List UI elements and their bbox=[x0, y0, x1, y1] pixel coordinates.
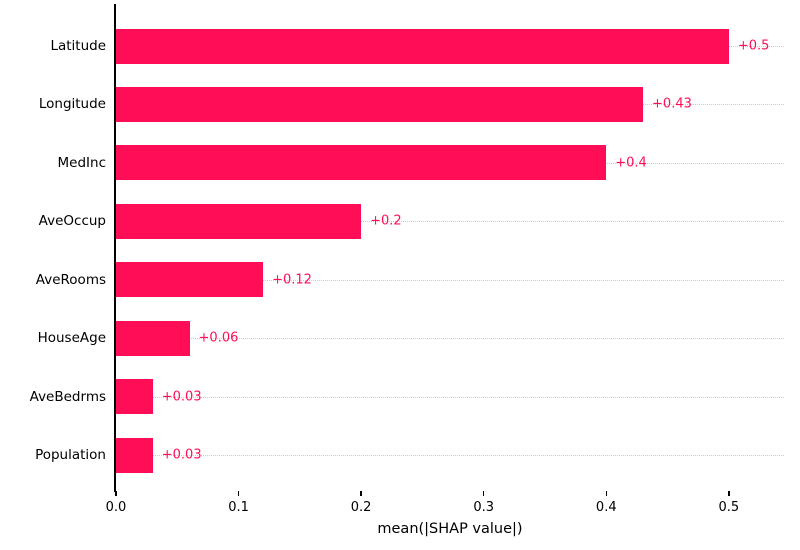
bar bbox=[116, 320, 190, 356]
x-tick-mark bbox=[728, 491, 730, 496]
bar bbox=[116, 28, 729, 64]
bar-value-label: +0.06 bbox=[198, 330, 239, 346]
bar bbox=[116, 262, 264, 298]
x-tick-label: 0.1 bbox=[228, 500, 249, 515]
y-tick-label: Longitude bbox=[38, 96, 106, 113]
bar-value-label: +0.5 bbox=[737, 38, 770, 54]
bar-value-label: +0.43 bbox=[652, 96, 692, 112]
y-tick-label: MedInc bbox=[57, 154, 106, 171]
x-tick-label: 0.2 bbox=[350, 500, 372, 515]
bar-value-label: +0.4 bbox=[615, 155, 647, 171]
x-axis-label: mean(|SHAP value|) bbox=[377, 521, 523, 537]
bar bbox=[116, 86, 644, 122]
bar bbox=[116, 203, 362, 239]
bar bbox=[116, 379, 153, 415]
x-tick-mark bbox=[360, 491, 362, 496]
bar-value-label: +0.03 bbox=[161, 389, 202, 405]
x-tick-mark bbox=[237, 491, 240, 496]
x-tick-mark bbox=[115, 491, 117, 496]
gridline bbox=[116, 455, 784, 456]
bar-value-label: +0.12 bbox=[272, 272, 312, 288]
x-tick-label: 0.0 bbox=[105, 500, 127, 515]
bar-value-label: +0.03 bbox=[161, 447, 202, 463]
y-tick-label: Population bbox=[35, 447, 106, 463]
x-tick-label: 0.5 bbox=[718, 500, 740, 515]
x-tick-label: 0.4 bbox=[595, 500, 617, 515]
bar-value-label: +0.2 bbox=[370, 213, 402, 229]
plot-area: +0.5 +0.43 +0.4 +0.2 +0.12 +0.06 +0.03 +0.03 0.0… bbox=[106, 5, 784, 515]
gridline bbox=[116, 396, 784, 398]
bar bbox=[116, 437, 153, 473]
y-tick-label: AveRooms bbox=[35, 271, 106, 288]
y-tick-label: AveBedrms bbox=[29, 388, 106, 405]
gridline bbox=[116, 338, 784, 340]
x-tick-mark bbox=[482, 491, 485, 496]
gridline bbox=[116, 279, 784, 281]
y-tick-label: Latitude bbox=[50, 38, 106, 54]
y-tick-label: AveOccup bbox=[38, 213, 106, 230]
x-tick-mark bbox=[605, 491, 608, 496]
y-tick-label: HouseAge bbox=[37, 330, 106, 347]
bar bbox=[116, 145, 607, 181]
x-tick-label: 0.3 bbox=[473, 500, 495, 515]
gridline bbox=[116, 221, 784, 223]
y-axis-spine bbox=[114, 4, 116, 492]
